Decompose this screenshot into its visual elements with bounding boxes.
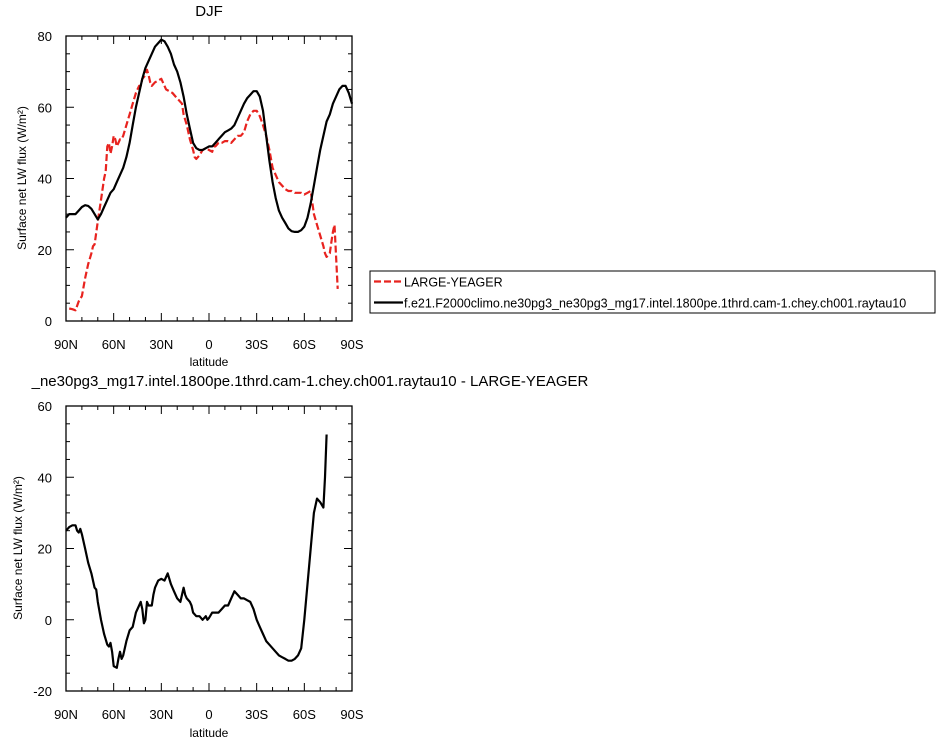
- chart-title: DJF: [195, 3, 223, 20]
- y-tick-label: -20: [33, 684, 52, 699]
- y-tick-label: 0: [45, 613, 52, 628]
- plot-frame: [65, 35, 353, 322]
- chart-panel-difference: _ne30pg3_mg17.intel.1800pe.1thrd.cam-1.c…: [11, 373, 589, 740]
- y-tick-label: 20: [38, 243, 52, 258]
- y-tick-label: 80: [38, 29, 52, 44]
- x-tick-label: 60S: [293, 707, 316, 722]
- x-axis-label: latitude: [190, 726, 229, 740]
- y-tick-label: 60: [38, 399, 52, 414]
- y-axis-label: Surface net LW flux (W/m²): [11, 476, 25, 620]
- y-tick-label: 0: [45, 314, 52, 329]
- chart-panel-djf: DJF 90N 60N 30N 0 30S 60S 90S 0 20 40 60 80 latitude S…: [15, 3, 936, 369]
- y-tick-label: 20: [38, 542, 52, 557]
- x-tick-label: 0: [205, 707, 212, 722]
- y-tick-label: 40: [38, 172, 52, 187]
- chart-title: _ne30pg3_mg17.intel.1800pe.1thrd.cam-1.c…: [31, 373, 589, 390]
- x-tick-label: 0: [205, 337, 212, 352]
- x-tick-label: 30N: [149, 337, 173, 352]
- legend-label: f.e21.F2000climo.ne30pg3_ne30pg3_mg17.in…: [404, 297, 906, 311]
- legend-box: [369, 270, 936, 314]
- x-tick-label: 90S: [340, 337, 363, 352]
- plot-frame: [65, 405, 353, 692]
- y-axis-label: Surface net LW flux (W/m²): [15, 106, 29, 250]
- y-tick-label: 40: [38, 470, 52, 485]
- series-line-djf-0: [68, 68, 339, 312]
- x-tick-label: 90N: [54, 707, 78, 722]
- x-tick-label: 60S: [293, 337, 316, 352]
- legend-label: LARGE-YEAGER: [404, 276, 503, 290]
- x-axis-label: latitude: [190, 355, 229, 369]
- series-line-diff-0: [65, 434, 328, 669]
- y-tick-label: 60: [38, 100, 52, 115]
- x-tick-label: 30S: [245, 337, 268, 352]
- x-tick-label: 60N: [102, 707, 126, 722]
- x-tick-label: 90S: [340, 707, 363, 722]
- x-tick-label: 30N: [149, 707, 173, 722]
- series-line-djf-1: [65, 38, 354, 233]
- x-tick-label: 30S: [245, 707, 268, 722]
- x-tick-label: 60N: [102, 337, 126, 352]
- x-tick-label: 90N: [54, 337, 78, 352]
